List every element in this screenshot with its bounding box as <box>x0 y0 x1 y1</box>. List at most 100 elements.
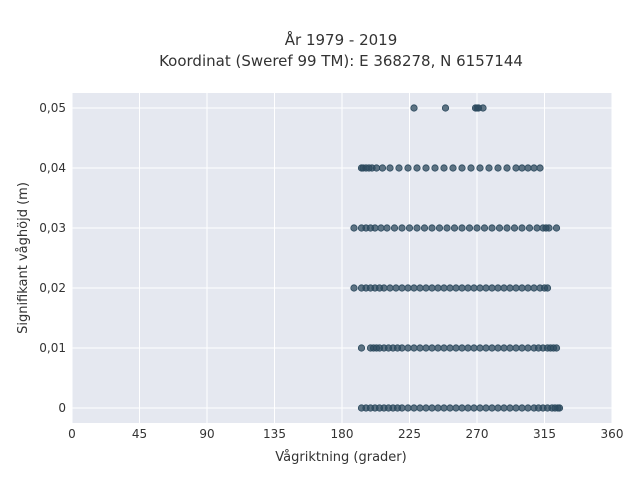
data-point <box>410 284 418 292</box>
data-point <box>435 224 444 232</box>
data-point <box>488 344 496 352</box>
data-point <box>404 404 412 412</box>
data-point <box>479 104 487 112</box>
data-point <box>446 284 454 292</box>
y-tick-label: 0,01 <box>39 341 66 355</box>
data-point <box>545 224 553 232</box>
data-points <box>350 104 564 412</box>
x-tick-label: 45 <box>132 427 147 441</box>
data-point <box>440 284 448 292</box>
data-point <box>452 344 460 352</box>
y-tick-label: 0,05 <box>39 101 66 115</box>
data-point <box>350 284 358 292</box>
data-point <box>536 164 544 172</box>
data-point <box>422 404 430 412</box>
data-point <box>506 404 514 412</box>
data-point <box>470 404 478 412</box>
data-point <box>380 284 388 292</box>
data-point <box>395 164 403 172</box>
data-point <box>533 224 541 232</box>
y-tick-label: 0 <box>58 401 66 415</box>
y-tick-labels: 0 0,01 0,02 0,03 0,04 0,05 <box>39 101 66 415</box>
data-point <box>404 344 412 352</box>
data-point <box>443 224 451 232</box>
data-point <box>405 224 414 232</box>
data-point <box>467 164 475 172</box>
data-point <box>482 344 490 352</box>
data-point <box>482 404 490 412</box>
y-tick-label: 0,02 <box>39 281 66 295</box>
data-point <box>410 344 418 352</box>
data-point <box>512 344 520 352</box>
x-tick-label: 270 <box>466 427 489 441</box>
data-point <box>524 284 532 292</box>
data-point <box>512 404 520 412</box>
data-point <box>552 224 561 232</box>
x-tick-label: 225 <box>398 427 421 441</box>
data-point <box>413 164 421 172</box>
data-point <box>392 284 400 292</box>
data-point <box>377 224 385 232</box>
data-point <box>488 224 496 232</box>
data-point <box>503 164 511 172</box>
data-point <box>506 344 514 352</box>
y-axis-label: Signifikant våghöjd (m) <box>16 182 31 334</box>
data-point <box>494 404 502 412</box>
data-point <box>398 344 406 352</box>
data-point <box>416 284 424 292</box>
data-point <box>404 284 412 292</box>
y-tick-label: 0,04 <box>39 161 66 175</box>
data-point <box>416 404 424 412</box>
data-point <box>378 164 387 172</box>
data-point <box>518 224 526 232</box>
data-point <box>524 344 532 352</box>
data-point <box>470 284 478 292</box>
data-point <box>441 104 450 112</box>
data-point <box>555 404 564 412</box>
data-point <box>488 284 496 292</box>
data-point <box>495 224 504 232</box>
data-point <box>440 404 448 412</box>
x-tick-label: 360 <box>601 427 624 441</box>
data-point <box>524 164 532 172</box>
chart-subtitle: Koordinat (Sweref 99 TM): E 368278, N 61… <box>159 52 523 70</box>
data-point <box>480 224 489 232</box>
data-point <box>428 404 436 412</box>
data-point <box>386 164 394 172</box>
data-point <box>494 164 502 172</box>
data-point <box>410 404 418 412</box>
data-point <box>503 224 511 232</box>
data-point <box>458 164 466 172</box>
data-point <box>465 224 474 232</box>
data-point <box>510 224 519 232</box>
x-tick-label: 180 <box>331 427 354 441</box>
data-point <box>500 344 508 352</box>
data-point <box>422 164 430 172</box>
data-point <box>404 164 412 172</box>
data-point <box>398 404 406 412</box>
chart-title: År 1979 - 2019 <box>285 30 398 49</box>
data-point <box>434 284 442 292</box>
data-point <box>434 404 442 412</box>
data-point <box>357 344 366 352</box>
data-point <box>428 224 436 232</box>
data-point <box>372 164 381 172</box>
data-point <box>494 344 502 352</box>
data-point <box>458 344 466 352</box>
x-tick-labels: 0 45 90 135 180 225 270 315 360 <box>68 427 623 441</box>
x-tick-label: 0 <box>68 427 76 441</box>
data-point <box>518 284 526 292</box>
data-point <box>473 224 481 232</box>
data-point <box>422 284 430 292</box>
data-point <box>500 284 508 292</box>
data-point <box>452 404 460 412</box>
data-point <box>530 284 538 292</box>
data-point <box>458 404 466 412</box>
data-point <box>518 164 526 172</box>
data-point <box>476 404 484 412</box>
data-point <box>458 284 466 292</box>
data-point <box>450 224 459 232</box>
data-point <box>398 284 406 292</box>
data-point <box>416 344 424 352</box>
